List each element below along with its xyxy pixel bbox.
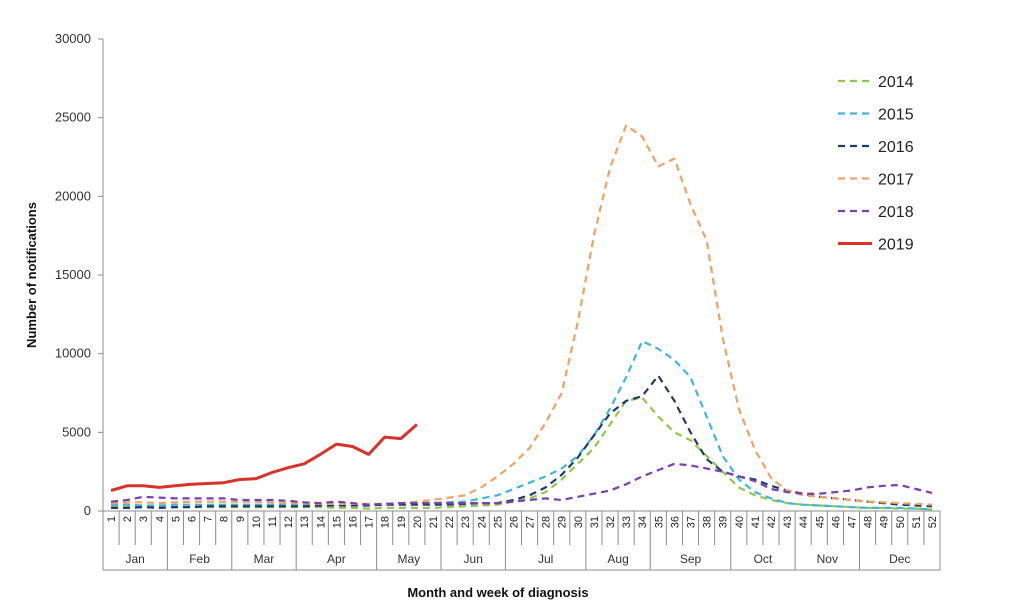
week-tick-label: 12 [283,516,295,528]
week-tick-label: 31 [589,516,601,528]
month-label: Sep [680,552,702,566]
month-label: Jul [538,552,553,566]
week-tick-label: 22 [444,516,456,528]
legend-label: 2018 [878,204,914,221]
week-tick-label: 13 [299,516,311,528]
y-tick-label: 25000 [55,110,91,125]
week-tick-label: 4 [154,516,166,522]
week-tick-label: 43 [782,516,794,528]
y-tick-label: 5000 [62,424,91,439]
week-tick-label: 36 [669,516,681,528]
week-tick-label: 47 [846,516,858,528]
week-tick-label: 51 [911,516,923,528]
month-label: Aug [607,552,628,566]
legend-label: 2014 [878,74,914,91]
week-tick-label: 9 [235,516,247,522]
week-tick-label: 38 [702,516,714,528]
legend-label: 2015 [878,107,914,124]
week-tick-label: 11 [267,516,279,527]
week-tick-label: 52 [927,516,939,528]
x-axis-week-ticks: 1 2 3 4 5 6 7 8 9 10 11 12 13 14 15 16 17 18 19 20 21 22 23 24 2… [102,511,939,545]
x-axis-title: Month and week of diagnosis [407,585,588,600]
week-tick-label: 17 [364,516,376,528]
y-axis-ticks: 0 5000 10000 15000 20000 25000 30000 [55,31,103,518]
legend-label: 2019 [878,237,914,254]
week-tick-label: 26 [508,516,520,528]
series-line-2018 [110,462,933,506]
month-label: Feb [189,552,210,566]
week-tick-label: 48 [863,516,875,528]
y-tick-label: 0 [84,503,91,518]
week-tick-label: 15 [331,516,343,528]
x-axis-month-labels: Jan Feb Mar Apr May Jun Jul Aug Sep Oct Nov Dec [102,545,910,570]
week-tick-label: 40 [734,516,746,528]
month-label: Nov [817,552,838,566]
week-tick-label: 18 [380,516,392,528]
month-label: May [397,552,420,566]
week-tick-label: 35 [653,516,665,528]
week-tick-label: 5 [170,516,182,522]
month-label: Apr [327,552,346,566]
week-tick-label: 45 [814,516,826,528]
week-tick-label: 1 [106,516,118,522]
month-label: Jun [464,552,483,566]
series-line-2019 [110,423,418,492]
week-tick-label: 19 [396,516,408,528]
week-tick-label: 44 [798,516,810,528]
week-tick-label: 46 [830,516,842,528]
month-label: Mar [254,552,275,566]
week-tick-label: 16 [347,516,359,528]
week-tick-label: 34 [637,516,649,528]
week-tick-label: 20 [412,516,424,528]
week-tick-label: 3 [138,516,150,522]
y-axis-title: Number of notifications [24,202,39,348]
week-tick-label: 41 [750,516,762,528]
legend-label: 2017 [878,172,914,189]
week-tick-label: 39 [718,516,730,528]
week-tick-label: 30 [573,516,585,528]
legend-label: 2016 [878,139,914,156]
y-tick-label: 30000 [55,31,91,46]
series-line-2017 [110,124,933,506]
series-line-2015 [111,340,933,511]
week-tick-label: 8 [219,516,231,522]
week-tick-label: 37 [686,516,698,528]
week-tick-label: 29 [557,516,569,528]
week-tick-label: 32 [605,516,617,528]
week-tick-label: 33 [621,516,633,528]
week-tick-label: 23 [460,516,472,528]
week-tick-label: 2 [122,516,134,522]
week-tick-label: 28 [541,516,553,528]
y-tick-label: 15000 [55,267,91,282]
legend: 2014 2015 2016 2017 2018 2019 [838,74,914,254]
week-tick-label: 49 [879,516,891,528]
month-label: Dec [889,552,910,566]
week-tick-label: 24 [476,516,488,528]
y-tick-label: 10000 [55,346,91,361]
series-line-2016 [111,374,933,509]
axes [102,39,941,571]
week-tick-label: 7 [203,516,215,522]
month-label: Oct [754,552,773,566]
week-tick-label: 25 [492,516,504,528]
y-tick-label: 20000 [55,188,91,203]
week-tick-label: 21 [428,516,440,528]
week-tick-label: 10 [251,516,263,528]
week-tick-label: 50 [895,516,907,528]
week-tick-label: 42 [766,516,778,528]
week-tick-label: 6 [187,516,199,522]
week-tick-label: 14 [315,516,327,528]
series-lines [110,124,933,511]
week-tick-label: 27 [525,516,537,528]
month-label: Jan [126,552,145,566]
